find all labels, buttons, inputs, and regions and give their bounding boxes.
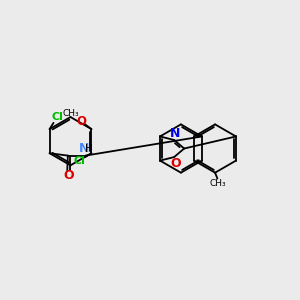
Text: N: N bbox=[79, 142, 89, 155]
Text: H: H bbox=[85, 143, 93, 154]
Text: O: O bbox=[76, 115, 86, 128]
Text: N: N bbox=[169, 127, 180, 140]
Text: O: O bbox=[63, 169, 74, 182]
Text: O: O bbox=[170, 157, 181, 170]
Text: Cl: Cl bbox=[51, 112, 63, 122]
Text: Cl: Cl bbox=[74, 155, 85, 166]
Text: CH₃: CH₃ bbox=[209, 179, 226, 188]
Text: CH₃: CH₃ bbox=[63, 110, 80, 118]
